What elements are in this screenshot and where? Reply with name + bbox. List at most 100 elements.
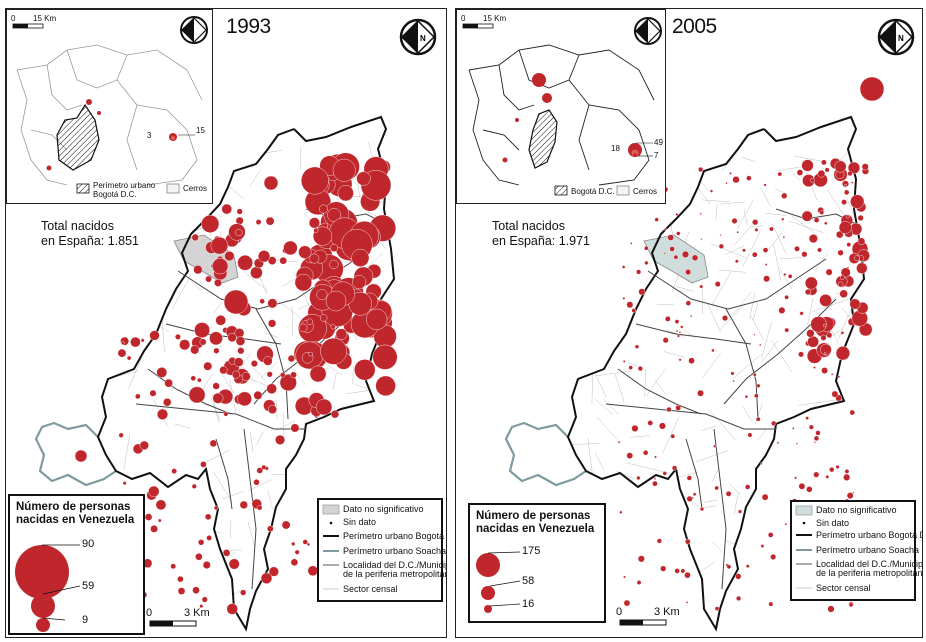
census-sector-line <box>736 199 754 230</box>
bubble <box>212 258 229 275</box>
bubble <box>74 449 88 463</box>
census-sector-line <box>636 222 663 234</box>
bubble <box>267 404 277 414</box>
bubble <box>784 522 788 526</box>
bubble <box>817 247 822 253</box>
census-sector-line <box>715 204 718 221</box>
bubble <box>744 394 749 399</box>
bubble <box>656 538 662 544</box>
bubble <box>686 495 693 502</box>
bubble <box>210 236 229 255</box>
bubble <box>815 430 821 436</box>
census-sector-line <box>703 499 718 503</box>
bubble <box>839 289 848 298</box>
bubble <box>759 343 762 347</box>
census-sector-line <box>773 244 782 281</box>
bubble <box>197 539 205 546</box>
bubble <box>817 169 826 178</box>
inset-value-large: 18 <box>611 144 620 153</box>
bubble <box>268 319 277 328</box>
bubble <box>192 586 200 594</box>
bubble <box>623 599 631 607</box>
census-sector-line <box>750 315 764 340</box>
bubble <box>240 589 247 596</box>
bubble <box>250 360 258 368</box>
census-sector-line <box>789 220 824 234</box>
bubble <box>315 398 333 416</box>
census-sector-line <box>732 291 752 316</box>
legend-no-data: Sin dato <box>816 518 850 528</box>
census-sector-line <box>791 215 818 236</box>
legend-title-1: Número de personas <box>16 501 131 513</box>
census-sector-line <box>757 430 767 441</box>
bubble <box>813 217 820 223</box>
census-sector-line <box>833 408 847 416</box>
census-sector-line <box>358 397 374 420</box>
census-sector-line <box>728 482 742 496</box>
bubble <box>144 513 153 521</box>
census-sector-line <box>643 578 653 605</box>
bubble <box>301 166 329 195</box>
bubble <box>835 230 844 239</box>
bubble <box>847 161 861 174</box>
locality-line <box>647 258 827 310</box>
bubble <box>678 358 682 362</box>
bubble <box>819 210 824 215</box>
census-sector-line <box>181 559 207 585</box>
census-sector-line <box>636 522 660 553</box>
bubble <box>846 266 850 269</box>
census-sector-line <box>765 212 787 216</box>
census-sector-line <box>628 259 643 271</box>
bubble <box>337 185 354 202</box>
bogota-perimeter <box>96 115 396 632</box>
symbol-legend: Dato no significativo Sin dato Perímetro… <box>317 498 447 602</box>
bubble <box>685 269 692 276</box>
census-sector-line <box>771 223 787 255</box>
scale-bar: 0 3 Km <box>146 607 226 633</box>
bubble <box>742 248 746 253</box>
legend-perimeter-soacha: Perímetro urbano Soacha <box>343 546 447 556</box>
census-sector-line <box>591 371 593 405</box>
bubble <box>622 296 626 300</box>
bubble <box>675 212 679 216</box>
census-sector-line <box>795 155 826 163</box>
bubble <box>235 336 246 346</box>
census-sector-line <box>798 412 832 425</box>
bubble <box>335 328 348 340</box>
census-sector-line <box>603 296 609 311</box>
bubble <box>267 298 278 309</box>
bubble <box>691 254 699 261</box>
bubble <box>730 371 735 376</box>
compass-icon: N <box>877 18 915 56</box>
bubble <box>837 375 841 379</box>
bubble <box>237 254 253 271</box>
bubble <box>266 525 274 533</box>
bubble <box>837 249 844 256</box>
bubble <box>621 265 626 269</box>
census-sector-line <box>754 403 763 425</box>
scale-zero: 0 <box>616 606 623 618</box>
legend-no-data: Sin dato <box>343 517 377 527</box>
bubble <box>118 432 124 438</box>
census-sector-line <box>280 583 312 595</box>
inset-boundary-line <box>498 64 535 111</box>
census-sector-line <box>827 189 845 216</box>
bubble <box>631 308 637 313</box>
bubble <box>845 214 850 219</box>
bubble <box>291 541 296 546</box>
inset-boundary-line <box>518 49 580 89</box>
census-sector-line <box>148 216 163 218</box>
census-sector-line <box>203 529 222 534</box>
bubble <box>223 289 249 315</box>
bubble <box>356 171 371 186</box>
locality-line <box>605 403 776 430</box>
bubble <box>754 393 759 399</box>
census-sector-line <box>701 353 721 379</box>
bubble <box>644 246 649 251</box>
census-sector-line <box>762 511 777 526</box>
map-canvas-1993 <box>34 115 398 632</box>
bubble <box>784 295 789 300</box>
legend-census-sector: Sector censal <box>343 584 398 594</box>
bubble <box>664 316 671 322</box>
bubble <box>813 441 816 444</box>
